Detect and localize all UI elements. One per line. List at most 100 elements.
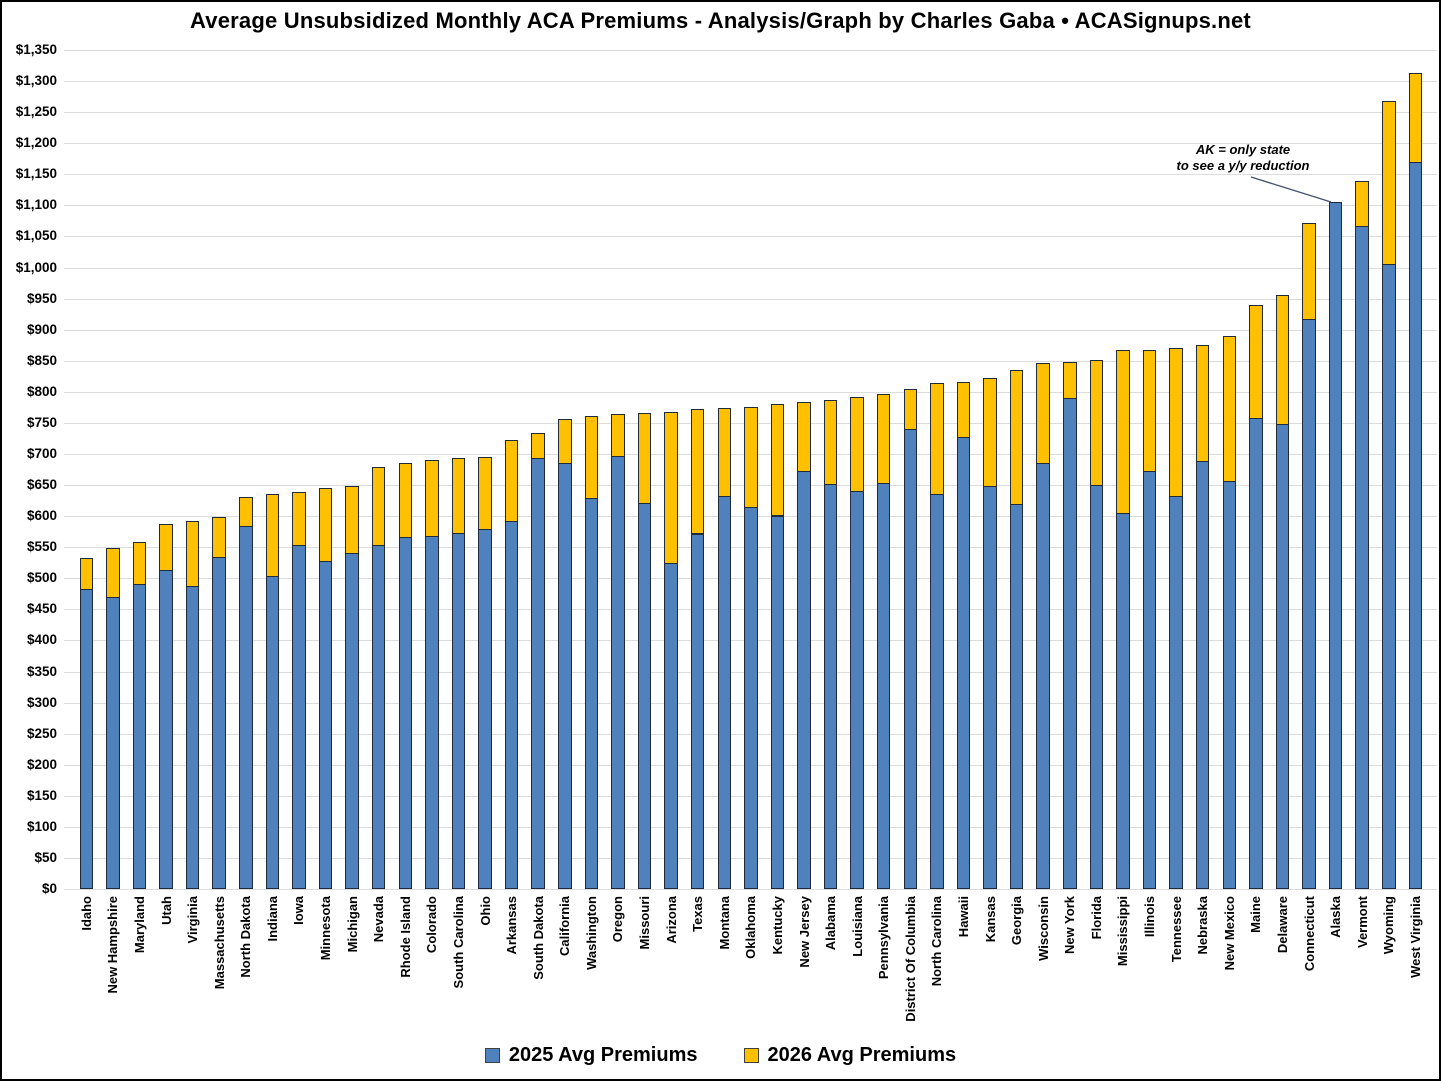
gridline bbox=[64, 329, 1437, 331]
bar-2025-alabama bbox=[823, 484, 838, 889]
gridline bbox=[64, 205, 1437, 207]
bar-2025-mississippi bbox=[1116, 513, 1130, 889]
bar-2026-massachusetts bbox=[212, 517, 226, 558]
bar-2026-pennsylvania bbox=[876, 394, 891, 484]
bar-2025-wisconsin bbox=[1036, 462, 1050, 889]
x-axis-label-hawaii: Hawaii bbox=[955, 896, 971, 938]
bar-2026-alabama bbox=[823, 399, 838, 486]
x-axis-label-georgia: Georgia bbox=[1009, 896, 1025, 946]
y-axis-tick-label: $300 bbox=[26, 694, 57, 710]
bar-2026-new-mexico bbox=[1222, 335, 1236, 482]
y-axis-tick-label: $500 bbox=[26, 570, 57, 586]
annotation-ak: AK = only state to see a y/y reduction bbox=[1123, 142, 1363, 174]
x-axis-label-alaska: Alaska bbox=[1328, 896, 1344, 938]
y-axis-tick-label: $1,150 bbox=[15, 166, 57, 182]
bar-2026-missouri bbox=[637, 412, 652, 504]
bar-2025-nevada bbox=[371, 544, 386, 889]
bar-2026-mississippi bbox=[1116, 350, 1130, 514]
x-axis-label-alabama: Alabama bbox=[823, 896, 838, 951]
bar-2026-michigan bbox=[345, 485, 359, 555]
x-axis-label-new-hampshire: New Hampshire bbox=[105, 896, 121, 994]
bar-2025-florida bbox=[1089, 485, 1104, 889]
bar-2026-iowa bbox=[292, 491, 306, 546]
bar-2025-texas bbox=[690, 533, 705, 889]
bar-2025-rhode-island bbox=[398, 537, 412, 889]
x-axis-label-pennsylvania: Pennsylvania bbox=[876, 896, 892, 980]
x-axis-label-texas: Texas bbox=[690, 896, 706, 932]
y-axis-tick-label: $950 bbox=[26, 290, 57, 306]
x-axis-label-new-mexico: New Mexico bbox=[1221, 896, 1237, 971]
x-axis-label-kentucky: Kentucky bbox=[769, 896, 785, 955]
bar-2026-ohio bbox=[478, 457, 492, 530]
x-axis-label-wyoming: Wyoming bbox=[1381, 896, 1397, 955]
y-axis-tick-label: $200 bbox=[26, 756, 57, 772]
bar-2026-maryland bbox=[132, 542, 147, 585]
x-axis-label-michigan: Michigan bbox=[344, 896, 360, 953]
x-axis-label-tennessee: Tennessee bbox=[1168, 896, 1184, 963]
chart-title: Average Unsubsidized Monthly ACA Premium… bbox=[190, 8, 1251, 33]
legend-label-2025: 2025 Avg Premiums bbox=[508, 1044, 698, 1066]
bar-2025-south-dakota bbox=[531, 458, 545, 889]
x-axis-label-district-of-columbia: District Of Columbia bbox=[902, 896, 918, 1022]
bar-2025-kansas bbox=[983, 486, 997, 889]
y-axis-tick-label: $50 bbox=[34, 849, 57, 865]
bar-2026-new-york bbox=[1063, 362, 1077, 399]
bar-2026-oregon bbox=[611, 414, 625, 457]
bar-2025-montana bbox=[717, 496, 731, 889]
bar-2025-virginia bbox=[185, 586, 200, 889]
x-axis-label-north-dakota: North Dakota bbox=[238, 896, 254, 978]
x-axis-label-louisiana: Louisiana bbox=[849, 896, 865, 957]
bar-2026-connecticut bbox=[1302, 223, 1316, 321]
bar-2025-california bbox=[558, 462, 572, 889]
bar-2025-vermont bbox=[1355, 225, 1369, 889]
x-axis-label-south-dakota: South Dakota bbox=[530, 896, 546, 980]
x-axis-label-nevada: Nevada bbox=[371, 896, 387, 943]
bar-2025-north-dakota bbox=[239, 526, 253, 889]
x-axis-label-montana: Montana bbox=[716, 896, 732, 950]
bar-2026-georgia bbox=[1009, 370, 1024, 505]
x-axis-label-virginia: Virginia bbox=[185, 896, 201, 944]
bar-2026-south-dakota bbox=[531, 432, 545, 460]
gridline bbox=[64, 889, 1437, 890]
bar-2025-oklahoma bbox=[744, 506, 758, 889]
bar-2026-minnesota bbox=[318, 488, 333, 562]
bar-2025-iowa bbox=[292, 544, 306, 889]
y-axis-tick-label: $900 bbox=[26, 321, 57, 337]
bar-2025-washington bbox=[584, 498, 599, 889]
bar-2025-pennsylvania bbox=[876, 482, 891, 889]
bar-2025-new-jersey bbox=[797, 470, 811, 889]
y-axis-tick-label: $100 bbox=[26, 818, 57, 834]
y-axis-tick-label: $1,200 bbox=[15, 135, 57, 151]
bar-2025-louisiana bbox=[850, 490, 864, 889]
x-axis-label-florida: Florida bbox=[1088, 896, 1104, 940]
bar-2025-wyoming bbox=[1382, 263, 1396, 889]
bar-2026-colorado bbox=[425, 459, 439, 537]
bar-2026-nebraska bbox=[1195, 345, 1210, 463]
bar-2025-massachusetts bbox=[212, 556, 226, 889]
bar-2025-colorado bbox=[425, 536, 439, 889]
bar-2025-michigan bbox=[345, 553, 359, 889]
x-axis-label-new-york: New York bbox=[1062, 896, 1078, 955]
x-axis-label-north-carolina: North Carolina bbox=[929, 896, 945, 987]
x-axis-label-maine: Maine bbox=[1248, 896, 1264, 933]
bar-2026-illinois bbox=[1142, 349, 1157, 472]
gridline bbox=[64, 143, 1437, 145]
bar-2025-tennessee bbox=[1169, 495, 1183, 889]
y-axis-tick-label: $850 bbox=[26, 352, 57, 368]
legend-item-2026: 2026 Avg Premiums bbox=[743, 1044, 956, 1067]
bar-2026-indiana bbox=[265, 494, 280, 578]
bar-2025-maine bbox=[1249, 417, 1263, 889]
x-axis-label-connecticut: Connecticut bbox=[1301, 896, 1317, 972]
bar-2025-west-virginia bbox=[1408, 161, 1422, 889]
bar-2026-nevada bbox=[371, 467, 386, 546]
x-axis-label-nebraska: Nebraska bbox=[1195, 896, 1211, 955]
bar-2026-texas bbox=[690, 409, 705, 535]
y-axis-tick-label: $600 bbox=[26, 508, 57, 524]
legend-swatch-2026-icon bbox=[743, 1048, 759, 1063]
bar-2026-district-of-columbia bbox=[903, 389, 917, 431]
bar-2026-florida bbox=[1089, 359, 1104, 486]
legend-swatch-2025-icon bbox=[484, 1048, 500, 1063]
bar-2026-tennessee bbox=[1169, 347, 1183, 497]
x-axis-label-utah: Utah bbox=[158, 896, 174, 925]
gridline bbox=[64, 50, 1437, 51]
